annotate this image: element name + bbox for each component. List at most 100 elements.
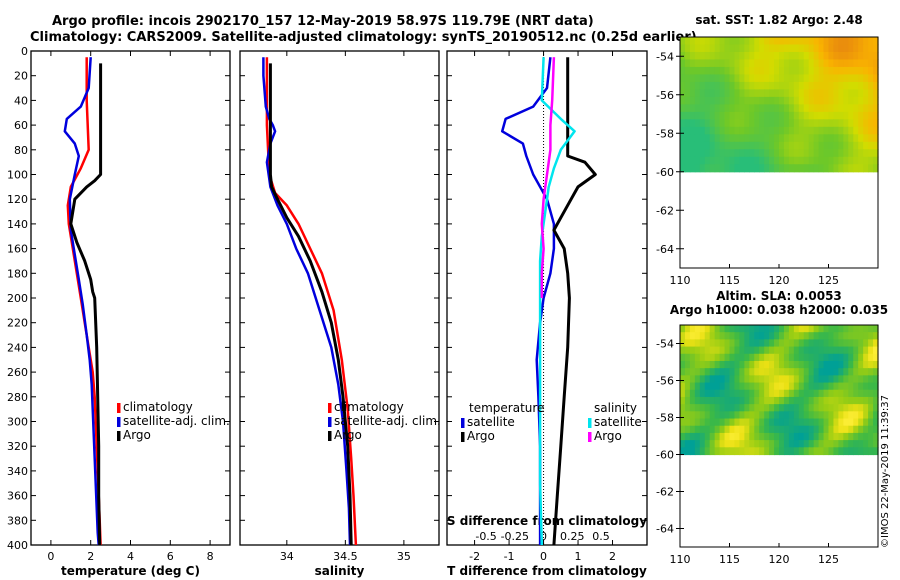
y-tick-label: 280 [7, 391, 28, 404]
map-cell [783, 389, 790, 398]
map-cell [868, 104, 874, 113]
map-cell [828, 325, 835, 333]
map-cell [699, 66, 706, 76]
map-cell [818, 111, 825, 120]
map-cell [754, 368, 760, 376]
map-cell [719, 396, 726, 405]
map-cell [729, 89, 736, 98]
map-cell [813, 346, 820, 355]
map-cell [838, 119, 844, 128]
map-cell [769, 375, 775, 384]
map-cell [843, 346, 849, 355]
map-cell [808, 396, 815, 405]
map-cell [704, 89, 711, 98]
map-cell [754, 44, 760, 53]
map-cell [759, 404, 765, 412]
map-cell [774, 66, 780, 76]
map-cell [689, 164, 696, 173]
map-cell [739, 375, 745, 384]
map-cell [754, 425, 760, 434]
map-cell [699, 339, 706, 348]
map-cell [704, 389, 711, 398]
map-cell [744, 432, 750, 441]
map-cell [680, 74, 686, 83]
map-cell [803, 96, 810, 105]
map-cell [684, 104, 691, 113]
map-cell [739, 325, 745, 333]
title-line-1: Argo profile: incois 2902170_157 12-May-… [52, 14, 594, 29]
map-cell [793, 339, 800, 348]
map-cell [783, 375, 790, 384]
map-cell [680, 325, 686, 333]
map-cell [724, 339, 731, 348]
map-cell [858, 332, 864, 340]
map-cell [739, 51, 745, 61]
y-tick-label: 260 [7, 366, 28, 379]
map-cell [769, 440, 775, 448]
map-cell [873, 66, 879, 76]
map-cell [709, 382, 716, 391]
map-cell [684, 339, 691, 348]
map-cell [764, 389, 770, 398]
map-cell [714, 325, 721, 333]
map-cell [823, 375, 830, 384]
map-cell [813, 126, 820, 135]
map-cell [734, 111, 740, 120]
map-cell [689, 126, 696, 135]
map-cell [680, 447, 686, 456]
map-cell [863, 396, 869, 405]
map-cell [783, 368, 790, 376]
map-cell [863, 104, 869, 113]
map-cell [863, 126, 869, 135]
map-cell [684, 81, 691, 91]
map-cell [759, 51, 765, 61]
map-cell [684, 111, 691, 120]
map-cell [868, 375, 874, 384]
map-cell [754, 126, 760, 135]
map-cell [833, 126, 839, 135]
map-cell [848, 37, 854, 46]
map-cell [803, 325, 810, 333]
map-cell [689, 382, 696, 391]
map-cell [774, 74, 780, 83]
map-cell [754, 104, 760, 113]
map-cell [793, 332, 800, 340]
map-cell [759, 111, 765, 120]
map-cell [714, 418, 721, 427]
map-cell [699, 164, 706, 173]
map-cell [774, 425, 780, 434]
map-cell [734, 96, 740, 105]
map-cell [729, 411, 736, 420]
map-cell [803, 111, 810, 120]
map-cell [833, 396, 839, 405]
map-cell [853, 149, 859, 158]
map-cell [739, 111, 745, 120]
map-cell [764, 104, 770, 113]
map-cell [724, 104, 731, 113]
map-cell [684, 346, 691, 355]
map-cell [843, 89, 849, 98]
map-cell [833, 432, 839, 441]
map-cell [813, 353, 820, 362]
map-cell [783, 44, 790, 53]
map-cell [699, 325, 706, 333]
map-cell [680, 346, 686, 355]
map-cell [774, 149, 780, 158]
map-cell [823, 346, 830, 355]
map-cell [833, 339, 839, 348]
map-cell [833, 81, 839, 91]
map-cell [803, 44, 810, 53]
map-cell [704, 418, 711, 427]
map-cell [739, 360, 745, 369]
map-cell [724, 404, 731, 412]
map-cell [808, 126, 815, 135]
map-y-tick-label: -64 [656, 523, 674, 536]
map-cell [699, 74, 706, 83]
differences-series-t-satellite [500, 57, 556, 545]
map-cell [823, 360, 830, 369]
map-cell [779, 425, 785, 434]
map-cell [798, 104, 805, 113]
map-cell [714, 404, 721, 412]
map-cell [788, 134, 795, 143]
map-cell [843, 164, 849, 173]
